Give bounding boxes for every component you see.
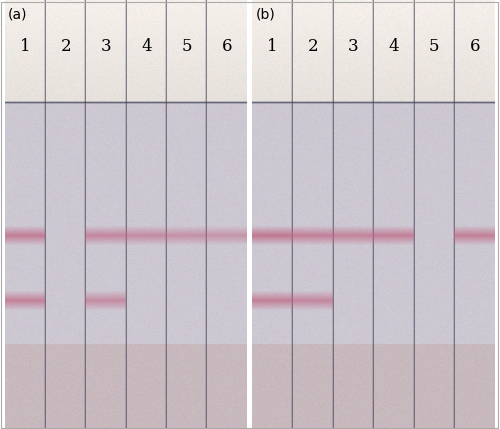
Text: 4: 4 [141, 38, 152, 55]
Text: 3: 3 [100, 38, 112, 55]
Text: 2: 2 [308, 38, 318, 55]
Text: 1: 1 [268, 38, 278, 55]
Text: (a): (a) [8, 8, 28, 22]
Text: 5: 5 [182, 38, 192, 55]
Text: (b): (b) [256, 8, 275, 22]
Text: 3: 3 [348, 38, 359, 55]
Text: 1: 1 [20, 38, 30, 55]
Text: 6: 6 [470, 38, 480, 55]
Text: 2: 2 [60, 38, 71, 55]
Text: 4: 4 [388, 38, 400, 55]
Text: 5: 5 [429, 38, 440, 55]
Text: 6: 6 [222, 38, 232, 55]
